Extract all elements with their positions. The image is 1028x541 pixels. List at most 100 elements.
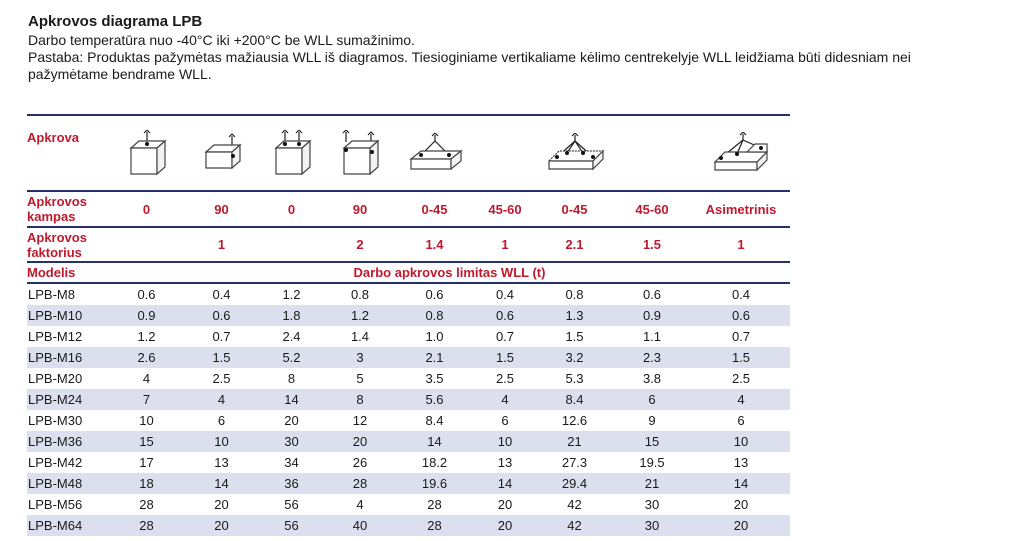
wll-value-cell: 9 [648,413,656,428]
factor-cell [259,227,324,263]
wll-value-cell: 0.8 [565,287,584,302]
pyramid-2-steep-icon [473,114,537,192]
angle-cell: 0-45 [396,191,473,228]
wll-value-cell: 1.3 [537,305,612,326]
wll-value-cell: 7 [109,389,184,410]
wll-value-cell: 30 [612,515,692,536]
wll-value-cell: 1.2 [324,305,396,326]
wll-value-cell: 13 [497,455,513,470]
wll-value-cell: 28 [109,515,184,536]
load-table-container: Apkrova [27,114,790,536]
factor-cell: 2 [324,227,396,263]
wll-value-cell: 0.9 [109,305,184,326]
table-row: LPB-M36 15 10 30 20 14 10 21 15 10 [27,431,790,452]
wll-value-cell: 18 [109,473,184,494]
wll-value-cell: 3 [324,347,396,368]
factor-cell: 1.5 [612,227,692,263]
table-row: LPB-M24 7 4 14 8 5.6 4 8.4 6 4 [27,389,790,410]
wll-value-cell: 0.6 [642,287,662,302]
wll-value-cell: 18.2 [421,455,448,470]
wll-value-cell: 15 [612,431,692,452]
wll-value-cell: 1.5 [184,347,259,368]
wll-value-cell: 8 [324,389,396,410]
model-cell: LPB-M10 [27,305,109,326]
wll-value-cell: 4 [692,389,790,410]
angle-cell: Asimetrinis [692,191,790,228]
load-factor-label-line2: faktorius [27,244,82,260]
wll-value-cell: 14 [473,473,537,494]
wll-value-cell: 3.8 [642,371,662,386]
pyramid-3-steep-icon [612,114,692,192]
wll-value-cell: 4 [142,371,151,386]
model-header-row: Modelis Darbo apkrovos limitas WLL (t) [27,262,790,284]
factor-cell: 1 [692,227,790,263]
wll-value-cell: 40 [324,515,396,536]
load-factor-label: Apkrovos faktorius [27,227,109,263]
box-90-icon [184,114,259,192]
wll-value-cell: 1.1 [642,329,662,344]
wll-value-cell: 1.8 [259,305,324,326]
wll-value-cell: 13 [733,455,749,470]
wll-value-cell: 6 [217,413,226,428]
model-label: Modelis [27,262,109,284]
wll-value-cell: 8.4 [537,389,612,410]
wll-value-cell: 20 [497,497,513,512]
wll-value-cell: 0.4 [731,287,751,302]
wll-value-cell: 1.0 [425,329,444,344]
wll-value-cell: 10 [139,413,154,428]
wll-value-cell: 5.2 [259,347,324,368]
wll-value-cell: 2.4 [282,329,301,344]
model-cell: LPB-M20 [28,371,83,386]
angle-cell: 45-60 [612,191,692,228]
wll-value-cell: 13 [214,455,229,470]
angle-cell: 0 [259,191,324,228]
table-row: LPB-M12 1.2 0.7 2.4 1.4 1.0 0.7 1.5 1.1 0.7 [27,326,790,347]
wll-value-cell: 0.8 [396,305,473,326]
cube-vertical-icon [109,114,184,192]
wll-value-cell: 3.5 [425,371,444,386]
pyramid-2-icon [396,114,473,192]
wll-value-cell: 15 [109,431,184,452]
wll-value-cell: 19.5 [639,455,665,470]
wll-value-cell: 0.6 [473,305,537,326]
load-table: Apkrova [27,114,790,536]
table-row: LPB-M20 4 2.5 8 5 3.5 2.5 5.3 3.8 2.5 [27,368,790,389]
wll-value-cell: 42 [537,515,612,536]
wll-value-cell: 0.6 [184,305,259,326]
wll-value-cell: 20 [184,515,259,536]
wll-value-cell: 0.6 [425,287,444,302]
pyramid-3-icon [537,114,612,192]
wll-value-cell: 1.4 [350,329,370,344]
angle-cell: 0 [109,191,184,228]
wll-value-cell: 1.5 [692,347,790,368]
wll-value-cell: 2.5 [212,371,231,386]
angle-cell: 90 [324,191,396,228]
model-cell: LPB-M30 [28,413,83,428]
model-cell: LPB-M8 [28,287,75,302]
factor-cell [109,227,184,263]
wll-value-cell: 0.6 [692,305,790,326]
factor-cell: 1 [184,227,259,263]
table-row: LPB-M56 28 20 56 4 28 20 42 30 20 [27,494,790,515]
wll-value-cell: 28 [396,515,473,536]
wll-value-cell: 21 [612,473,692,494]
wll-value-cell: 20 [284,413,299,428]
load-angle-label-line2: kampas [27,209,76,224]
wll-value-cell: 10 [473,431,537,452]
description-line-2: Pastaba: Produktas pažymėtas mažiausia W… [28,49,911,65]
wll-value-cell: 36 [259,473,324,494]
table-row: LPB-M42 17 13 34 26 18.2 13 27.3 19.5 13 [27,452,790,473]
wll-value-cell: 1.5 [565,329,584,344]
wll-value-cell: 14 [396,431,473,452]
model-cell: LPB-M16 [27,347,109,368]
table-row: LPB-M16 2.6 1.5 5.2 3 2.1 1.5 3.2 2.3 1.5 [27,347,790,368]
wll-value-cell: 6 [501,413,509,428]
wll-value-cell: 20 [214,497,229,512]
load-label: Apkrova [27,114,109,192]
wll-value-cell: 2.1 [396,347,473,368]
wll-value-cell: 6 [612,389,692,410]
wll-value-cell: 56 [284,497,299,512]
wll-value-cell: 20 [473,515,537,536]
wll-value-cell: 26 [352,455,368,470]
table-row: LPB-M48 18 14 36 28 19.6 14 29.4 21 14 [27,473,790,494]
